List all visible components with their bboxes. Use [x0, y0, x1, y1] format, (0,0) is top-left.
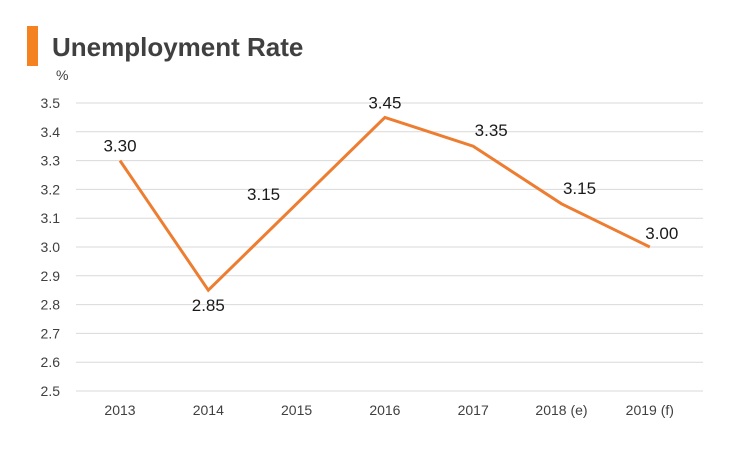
- data-label: 3.15: [563, 179, 596, 198]
- y-tick-label: 2.5: [41, 383, 61, 399]
- data-label: 3.30: [103, 137, 136, 156]
- x-tick-label: 2018 (e): [535, 402, 587, 418]
- y-axis-ticks: 2.5 2.6 2.7 2.8 2.9 3.0 3.1 3.2 3.3 3.4 3.5: [41, 95, 61, 399]
- data-labels: 3.30 2.85 3.15 3.45 3.35 3.15 3.00: [103, 93, 678, 315]
- y-tick-label: 3.1: [41, 210, 61, 226]
- y-tick-label: 3.4: [41, 124, 61, 140]
- data-label: 2.85: [192, 296, 225, 315]
- x-tick-label: 2015: [281, 402, 312, 418]
- y-tick-label: 3.3: [41, 153, 61, 169]
- chart-title: Unemployment Rate: [52, 32, 304, 62]
- y-tick-label: 2.9: [41, 268, 61, 284]
- x-axis-ticks: 2013 2014 2015 2016 2017 2018 (e) 2019 (f): [104, 402, 674, 418]
- data-label: 3.15: [247, 185, 280, 204]
- y-tick-label: 3.5: [41, 95, 61, 111]
- title-accent-bar: [27, 26, 38, 66]
- y-tick-label: 2.8: [41, 297, 61, 313]
- x-tick-label: 2017: [458, 402, 489, 418]
- data-label: 3.00: [645, 224, 678, 243]
- data-label: 3.35: [475, 121, 508, 140]
- x-tick-label: 2014: [193, 402, 224, 418]
- x-tick-label: 2013: [104, 402, 135, 418]
- y-tick-label: 3.2: [41, 181, 61, 197]
- data-label: 3.45: [368, 93, 401, 112]
- y-axis-unit-label: %: [56, 67, 68, 83]
- y-tick-label: 2.6: [41, 354, 61, 370]
- y-tick-label: 3.0: [41, 239, 61, 255]
- y-tick-label: 2.7: [41, 325, 61, 341]
- x-tick-label: 2016: [369, 402, 400, 418]
- gridlines: [76, 102, 703, 392]
- series-line: [118, 115, 651, 293]
- x-tick-label: 2019 (f): [626, 402, 674, 418]
